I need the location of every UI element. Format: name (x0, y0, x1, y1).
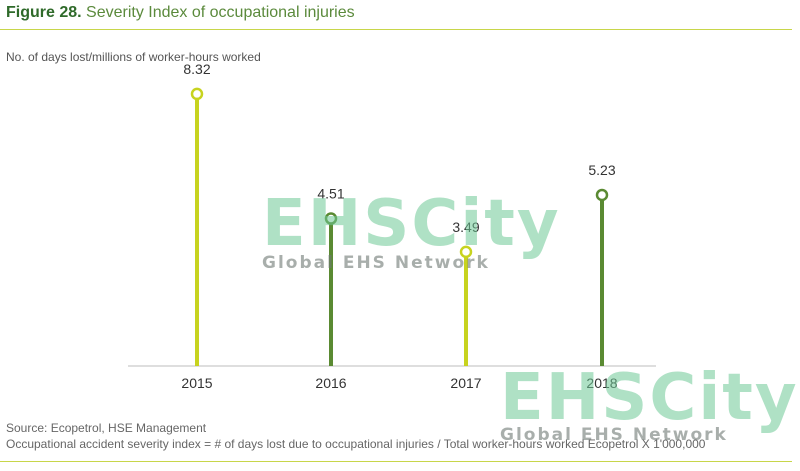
figure-number: Figure 28. (6, 4, 82, 21)
figure-title-text: Severity Index of occupational injuries (86, 4, 355, 21)
data-point-2016 (324, 212, 338, 225)
data-point-2015 (190, 87, 204, 101)
y-axis-label: No. of days lost/millions of worker-hour… (6, 50, 261, 64)
figure-title: Figure 28. Severity Index of occupationa… (6, 4, 355, 22)
title-rule (0, 29, 792, 30)
source-note: Source: Ecopetrol, HSE Management (6, 421, 207, 435)
data-point-2018 (595, 188, 609, 202)
data-label-2015: 8.32 (183, 61, 210, 77)
formula-note: Occupational accident severity index = #… (6, 437, 706, 451)
x-tick-label-2015: 2015 (181, 375, 212, 391)
data-label-2016: 4.51 (317, 186, 344, 202)
x-tick-label-2016: 2016 (315, 375, 346, 391)
data-label-2017: 3.49 (452, 219, 479, 235)
footer-rule (0, 461, 792, 462)
x-tick-label-2017: 2017 (450, 375, 481, 391)
data-point-2017 (459, 245, 473, 259)
data-label-2018: 5.23 (588, 162, 615, 178)
x-tick-label-2018: 2018 (586, 375, 617, 391)
